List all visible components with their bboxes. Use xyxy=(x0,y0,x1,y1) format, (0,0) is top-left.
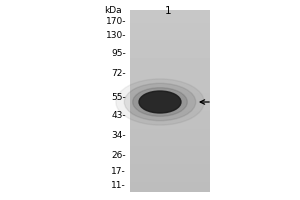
Text: 95-: 95- xyxy=(111,49,126,58)
Text: 34-: 34- xyxy=(111,132,126,140)
Ellipse shape xyxy=(124,83,196,121)
Text: 72-: 72- xyxy=(111,70,126,78)
Text: 43-: 43- xyxy=(111,112,126,120)
Text: 11-: 11- xyxy=(111,182,126,190)
Text: 26-: 26- xyxy=(111,150,126,160)
Text: 170-: 170- xyxy=(106,18,126,26)
Text: kDa: kDa xyxy=(104,6,122,15)
Ellipse shape xyxy=(116,79,204,125)
Text: 55-: 55- xyxy=(111,94,126,102)
Text: 1: 1 xyxy=(165,6,171,16)
Text: 17-: 17- xyxy=(111,168,126,176)
Text: 130-: 130- xyxy=(106,31,126,40)
Ellipse shape xyxy=(133,88,187,116)
Ellipse shape xyxy=(139,91,181,113)
